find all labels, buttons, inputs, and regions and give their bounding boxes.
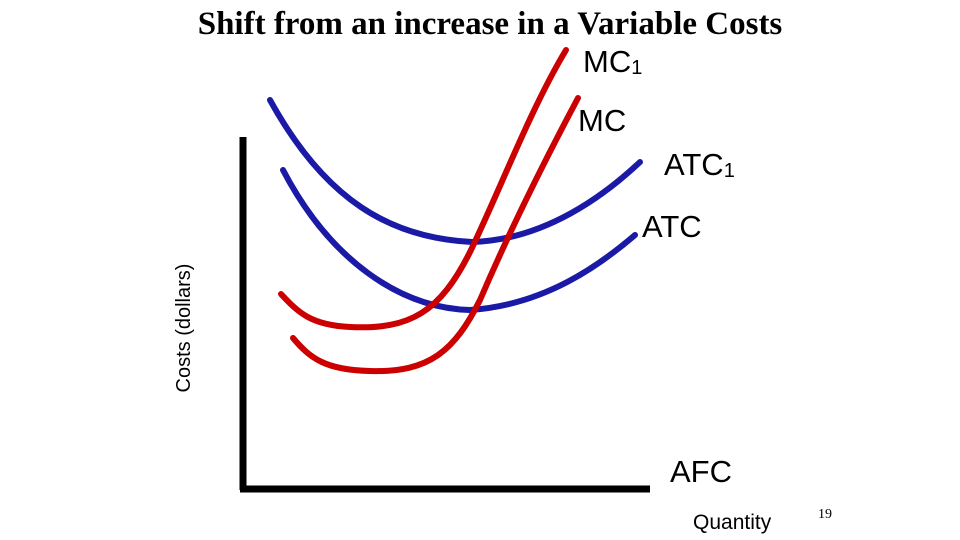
mc1-label: MC1 bbox=[583, 44, 643, 79]
atc-label: ATC bbox=[642, 209, 702, 244]
atc1-label: ATC1 bbox=[664, 147, 735, 182]
atc-curve bbox=[280, 167, 638, 314]
page-number: 19 bbox=[818, 507, 832, 522]
mc-label: MC bbox=[578, 103, 627, 138]
afc-label: AFC bbox=[670, 454, 732, 489]
mc1-curve bbox=[278, 47, 569, 331]
slide-title: Shift from an increase in a Variable Cos… bbox=[197, 6, 783, 42]
mc-curve bbox=[290, 95, 581, 375]
y-axis-label: Costs (dollars) bbox=[173, 263, 195, 393]
x-axis-label: Quantity bbox=[693, 511, 772, 534]
